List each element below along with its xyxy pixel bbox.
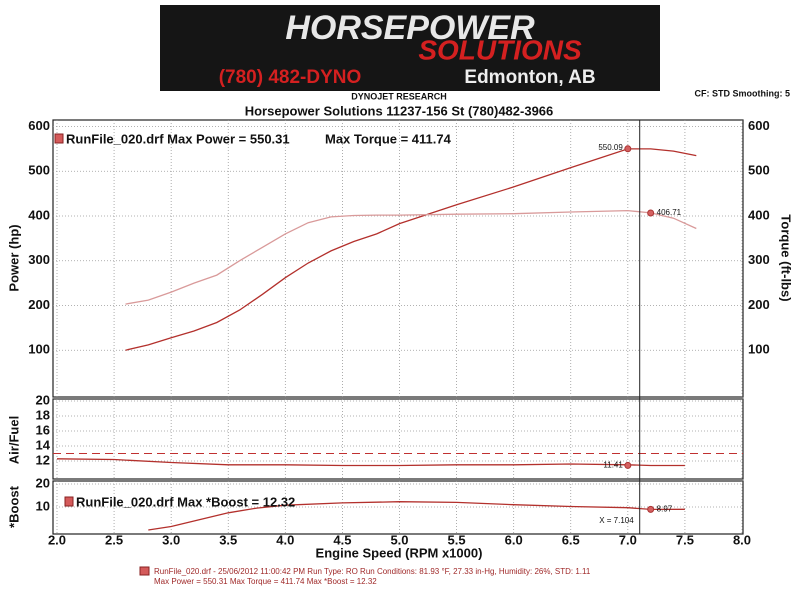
marker-label: 550.09 bbox=[598, 143, 623, 152]
x-tick-label: 6.5 bbox=[562, 532, 580, 547]
marker bbox=[647, 209, 655, 217]
marker bbox=[647, 505, 655, 513]
series-line bbox=[125, 209, 697, 305]
y-tick-label: 20 bbox=[36, 475, 50, 490]
y2-tick-label: 300 bbox=[748, 252, 770, 267]
x-tick-label: 4.5 bbox=[333, 532, 351, 547]
y-tick-label: 14 bbox=[36, 437, 51, 452]
note: RunFile_020.drf Max *Boost = 12.32 bbox=[76, 494, 295, 509]
logo-phone: (780) 482-DYNO bbox=[219, 67, 362, 88]
logo-script: SOLUTIONS bbox=[418, 34, 582, 65]
y2-tick-label: 100 bbox=[748, 342, 770, 357]
footer-line: Max Power = 550.31 Max Torque = 411.74 M… bbox=[154, 577, 377, 586]
series-line bbox=[125, 148, 697, 351]
x-tick-label: 7.0 bbox=[619, 532, 637, 547]
y2-tick-label: 600 bbox=[748, 118, 770, 133]
note-icon bbox=[54, 133, 64, 144]
x-tick-label: 3.0 bbox=[162, 532, 180, 547]
y-tick-label: 200 bbox=[28, 297, 50, 312]
y-tick-label: 400 bbox=[28, 207, 50, 222]
logo-city: Edmonton, AB bbox=[464, 67, 595, 88]
y2-tick-label: 200 bbox=[748, 297, 770, 312]
x-tick-label: 8.0 bbox=[733, 532, 751, 547]
y-tick-label: 20 bbox=[36, 392, 50, 407]
x-tick-label: 2.5 bbox=[105, 532, 123, 547]
y-axis-label: Air/Fuel bbox=[6, 416, 21, 464]
marker-label: 406.71 bbox=[657, 208, 682, 217]
note: Max Torque = 411.74 bbox=[325, 131, 452, 146]
marker-label: 11.41 bbox=[603, 461, 623, 470]
y-tick-label: 300 bbox=[28, 252, 50, 267]
y-tick-label: 600 bbox=[28, 118, 50, 133]
y-tick-label: 16 bbox=[36, 422, 50, 437]
x-tick-label: 2.0 bbox=[48, 532, 66, 547]
x-axis-label: Engine Speed (RPM x1000) bbox=[316, 545, 483, 560]
logo-banner bbox=[160, 5, 660, 91]
y-tick-label: 100 bbox=[28, 342, 50, 357]
panel-frame bbox=[52, 119, 744, 398]
y-tick-label: 18 bbox=[36, 407, 50, 422]
note: RunFile_020.drf Max Power = 550.31 bbox=[66, 131, 290, 146]
y2-tick-label: 400 bbox=[748, 207, 770, 222]
x-tick-label: 5.5 bbox=[448, 532, 466, 547]
series-line bbox=[56, 458, 685, 467]
x-tick-label: 7.5 bbox=[676, 532, 694, 547]
vendor: DYNOJET RESEARCH bbox=[351, 91, 447, 101]
series-line bbox=[148, 501, 685, 531]
y2-axis-label: Torque (ft-lbs) bbox=[779, 214, 794, 301]
legend-icon bbox=[139, 566, 150, 576]
y2-tick-label: 500 bbox=[748, 163, 770, 178]
marker-label: 8.97 bbox=[657, 504, 673, 513]
panel-frame bbox=[52, 398, 744, 480]
y-tick-label: 500 bbox=[28, 163, 50, 178]
x-tick-label: 3.5 bbox=[219, 532, 237, 547]
y-tick-label: 12 bbox=[36, 452, 50, 467]
cursor-label: X = 7.104 bbox=[599, 516, 634, 525]
x-tick-label: 5.0 bbox=[390, 532, 408, 547]
y-axis-label: Power (hp) bbox=[6, 224, 21, 291]
footer-line: RunFile_020.drf - 25/06/2012 11:00:42 PM… bbox=[154, 567, 591, 576]
panel-frame bbox=[52, 480, 744, 535]
x-tick-label: 4.0 bbox=[276, 532, 294, 547]
y-axis-label: *Boost bbox=[6, 485, 21, 528]
x-tick-label: 6.0 bbox=[505, 532, 523, 547]
marker bbox=[624, 461, 632, 469]
settings: CF: STD Smoothing: 5 bbox=[695, 88, 791, 98]
y-tick-label: 10 bbox=[36, 498, 50, 513]
marker bbox=[624, 145, 632, 153]
logo-top: HORSEPOWER bbox=[285, 9, 535, 47]
note-icon bbox=[64, 496, 74, 507]
chart-title: Horsepower Solutions 11237-156 St (780)4… bbox=[245, 103, 554, 118]
